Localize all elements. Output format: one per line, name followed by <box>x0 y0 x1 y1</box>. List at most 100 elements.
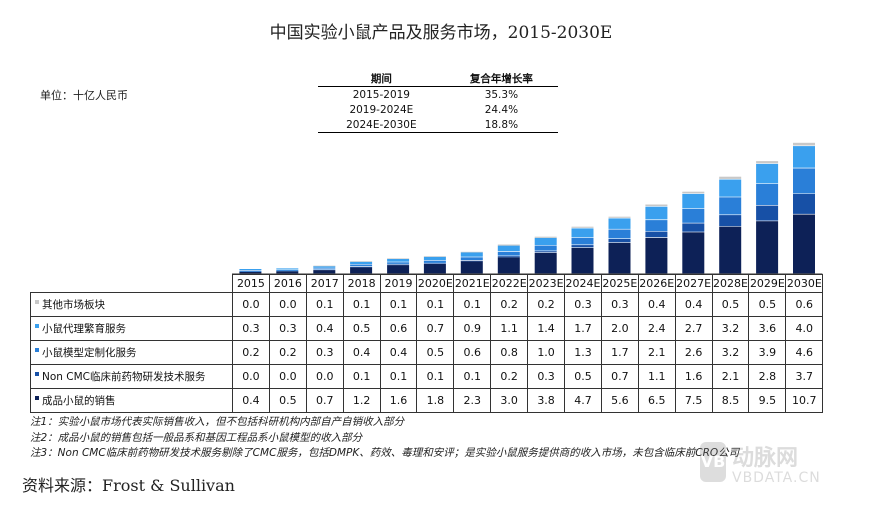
data-label-2024E: 0.3 <box>564 292 602 317</box>
year-label-2017: 2017 <box>305 274 344 293</box>
data-label-2029E: 3.9 <box>748 340 787 365</box>
legend-swatch <box>35 300 39 304</box>
source-text: 资料来源：Frost & Sullivan <box>22 476 235 495</box>
bar-segment-s0-2028E <box>719 226 742 274</box>
table-row: 小鼠模型定制化服务 0.2 0.2 0.3 0.4 0.4 0.5 0.6 0.8 1.0 1.3 1… <box>30 340 824 365</box>
bar-segment-s4-2017 <box>313 265 336 267</box>
data-label-2018: 0.1 <box>342 292 381 317</box>
bar-segment-s0-2020E <box>423 264 446 274</box>
data-label-2015: 0.2 <box>232 340 270 365</box>
bar-segment-s0-2022E <box>497 257 520 274</box>
data-label-2020E: 0.5 <box>416 340 455 365</box>
bar-segment-s4-2030E <box>793 142 815 146</box>
data-label-2024E: 4.7 <box>564 388 602 413</box>
bar-segment-s0-2021E <box>460 261 483 274</box>
data-label-2029E: 0.5 <box>748 292 787 317</box>
data-label-2027E: 7.5 <box>674 388 713 413</box>
bar-segment-s2-2022E <box>497 251 520 256</box>
data-label-2025E: 5.6 <box>600 388 639 413</box>
watermark-en: VBDATA.CN <box>732 470 821 486</box>
bar-segment-s2-2017 <box>313 268 336 270</box>
series-label: 小鼠代理繁育服务 <box>30 316 233 341</box>
year-label-2022E: 2022E <box>490 274 529 293</box>
data-label-2028E: 8.5 <box>711 388 750 413</box>
bar-segment-s3-2016 <box>276 268 299 270</box>
data-label-2020E: 0.1 <box>416 364 455 389</box>
note-1: 注1：实验小鼠市场代表实际销售收入，但不包括科研机构内部自产自销收入部分 <box>30 416 405 428</box>
series-name: Non CMC临床前药物研发技术服务 <box>42 371 206 383</box>
data-label-2027E: 2.6 <box>674 340 713 365</box>
data-label-2026E: 1.1 <box>637 364 676 389</box>
year-label-2018: 2018 <box>342 274 381 293</box>
data-label-2026E: 0.4 <box>637 292 676 317</box>
bar-segment-s1-2024E <box>571 245 594 248</box>
data-label-2025E: 0.7 <box>600 364 639 389</box>
data-label-2020E: 0.7 <box>416 316 455 341</box>
bar-segment-s0-2029E <box>756 221 779 274</box>
bar-segment-s2-2026E <box>645 220 668 232</box>
data-label-2021E: 2.3 <box>453 388 492 413</box>
bar-segment-s1-2023E <box>534 251 557 253</box>
data-label-2023E: 1.4 <box>527 316 566 341</box>
notes: 注1：实验小鼠市场代表实际销售收入，但不包括科研机构内部自产自销收入部分 注2：… <box>30 415 739 462</box>
data-label-2022E: 3.0 <box>490 388 529 413</box>
bar-segment-s0-2027E <box>682 232 705 274</box>
bar-segment-s0-2023E <box>534 252 557 274</box>
bar-segment-s4-2027E <box>682 191 705 194</box>
cagr-row: 2024E-2030E 18.8% <box>318 117 558 133</box>
data-label-2028E: 3.2 <box>711 316 750 341</box>
data-label-2016: 0.2 <box>268 340 307 365</box>
watermark: VB 动脉网 VBDATA.CN <box>700 440 870 490</box>
data-label-2019: 1.6 <box>379 388 418 413</box>
table-corner <box>30 274 233 293</box>
table-header-row: 2015 2016 2017 2018 2019 2020E 2021E 2022E 2023E… <box>30 274 824 293</box>
data-label-2018: 0.4 <box>342 340 381 365</box>
bar-segment-s4-2019 <box>387 258 410 259</box>
data-label-2027E: 2.7 <box>674 316 713 341</box>
data-label-2021E: 0.9 <box>453 316 492 341</box>
data-label-2020E: 1.8 <box>416 388 455 413</box>
bar-segment-s4-2022E <box>497 244 520 246</box>
cagr-rate: 35.3% <box>484 88 519 101</box>
data-label-2022E: 0.2 <box>490 292 529 317</box>
bar-segment-s3-2017 <box>313 266 336 268</box>
bar-segment-s0-2015 <box>239 271 262 274</box>
cagr-row: 2015-2019 35.3% <box>318 87 558 103</box>
series-label: Non CMC临床前药物研发技术服务 <box>30 364 233 389</box>
year-label-2027E: 2027E <box>674 274 713 293</box>
data-label-2021E: 0.1 <box>453 364 492 389</box>
series-name: 小鼠模型定制化服务 <box>42 347 137 359</box>
bar-segment-s1-2026E <box>645 231 668 238</box>
cagr-table: 期间 复合年增长率 2015-2019 35.3% 2019-2024E 24.… <box>318 71 558 133</box>
data-label-2024E: 0.5 <box>564 364 602 389</box>
bar-segment-s1-2027E <box>682 223 705 232</box>
data-label-2028E: 0.5 <box>711 292 750 317</box>
data-label-2025E: 1.7 <box>600 340 639 365</box>
bar-segment-s2-2015 <box>239 270 262 272</box>
data-label-2029E: 3.6 <box>748 316 787 341</box>
bar-segment-s3-2027E <box>682 193 705 209</box>
data-label-2021E: 0.1 <box>453 292 492 317</box>
bar-segment-s1-2029E <box>756 205 779 221</box>
data-label-2019: 0.1 <box>379 292 418 317</box>
bar-segment-s4-2026E <box>645 204 668 207</box>
data-label-2019: 0.1 <box>379 364 418 389</box>
bar-segment-s4-2020E <box>423 256 446 257</box>
bar-segment-s3-2022E <box>497 245 520 252</box>
bar-segment-s2-2027E <box>682 208 705 223</box>
data-label-2018: 1.2 <box>342 388 381 413</box>
data-label-2015: 0.4 <box>232 388 270 413</box>
bar-segment-s2-2029E <box>756 183 779 205</box>
bar-segment-s0-2025E <box>608 242 631 274</box>
data-label-2026E: 2.4 <box>637 316 676 341</box>
series-label: 其他市场板块 <box>30 292 233 317</box>
bar-segment-s2-2023E <box>534 245 557 251</box>
year-label-2030E: 2030E <box>785 274 824 293</box>
data-label-2015: 0.0 <box>232 292 270 317</box>
data-label-2023E: 0.2 <box>527 292 566 317</box>
data-label-2018: 0.5 <box>342 316 381 341</box>
data-label-2030E: 0.6 <box>785 292 824 317</box>
bar-segment-s0-2017 <box>313 270 336 274</box>
stacked-bar-chart <box>232 142 823 275</box>
bar-segment-s3-2023E <box>534 237 557 246</box>
